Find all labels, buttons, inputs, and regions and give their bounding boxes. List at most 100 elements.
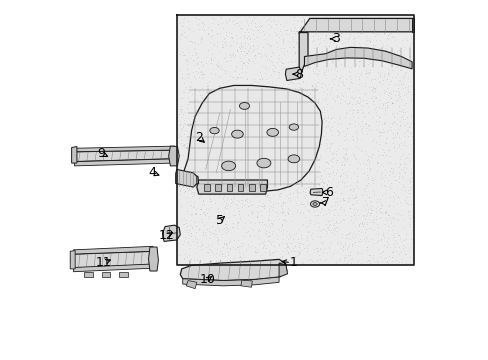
Point bbox=[324, 67, 331, 72]
Point bbox=[324, 113, 332, 119]
Point bbox=[330, 19, 338, 25]
Point bbox=[327, 58, 335, 64]
Point bbox=[368, 219, 376, 225]
Point bbox=[270, 201, 278, 206]
Point bbox=[227, 132, 235, 138]
Point bbox=[183, 128, 190, 134]
Point bbox=[237, 96, 244, 102]
Point bbox=[242, 50, 250, 55]
Point bbox=[208, 20, 216, 26]
Point bbox=[309, 247, 317, 252]
Point bbox=[280, 51, 288, 57]
Point bbox=[300, 120, 307, 126]
Point bbox=[369, 76, 377, 82]
Point bbox=[197, 239, 205, 245]
Point bbox=[352, 86, 360, 91]
Point bbox=[220, 241, 228, 247]
Point bbox=[325, 209, 333, 215]
Point bbox=[290, 120, 298, 126]
Point bbox=[257, 53, 264, 59]
Point bbox=[293, 71, 301, 77]
Point bbox=[318, 48, 325, 54]
Point bbox=[347, 256, 355, 261]
Point bbox=[273, 161, 281, 167]
Point bbox=[368, 180, 376, 185]
Point bbox=[330, 97, 338, 103]
Point bbox=[298, 259, 306, 265]
Point bbox=[181, 234, 188, 240]
Point bbox=[281, 240, 289, 246]
Point bbox=[400, 170, 408, 176]
Point bbox=[323, 101, 330, 107]
Point bbox=[262, 91, 270, 96]
Point bbox=[282, 77, 289, 82]
Point bbox=[386, 19, 394, 25]
Point bbox=[322, 230, 330, 236]
Point bbox=[369, 253, 377, 258]
Point bbox=[218, 253, 226, 259]
Point bbox=[341, 252, 348, 258]
Point bbox=[346, 229, 353, 235]
Point bbox=[288, 44, 296, 50]
Point bbox=[301, 117, 308, 123]
Point bbox=[213, 208, 221, 214]
Point bbox=[205, 229, 213, 234]
Point bbox=[328, 19, 336, 25]
Point bbox=[373, 21, 381, 26]
Point bbox=[380, 178, 387, 184]
Point bbox=[193, 98, 201, 103]
Point bbox=[230, 183, 238, 189]
Point bbox=[229, 140, 237, 146]
Point bbox=[393, 126, 401, 132]
Point bbox=[191, 251, 199, 256]
Point bbox=[269, 174, 277, 180]
Point bbox=[235, 157, 243, 163]
Point bbox=[297, 36, 305, 41]
Point bbox=[294, 185, 302, 191]
Point bbox=[283, 247, 290, 252]
Point bbox=[179, 122, 186, 128]
Point bbox=[207, 32, 215, 37]
Point bbox=[308, 189, 316, 194]
Point bbox=[250, 15, 258, 21]
Point bbox=[185, 243, 193, 248]
Point bbox=[233, 74, 241, 80]
Point bbox=[330, 227, 338, 233]
Point bbox=[299, 80, 306, 85]
Point bbox=[207, 55, 215, 61]
Point bbox=[232, 126, 240, 132]
Point bbox=[360, 239, 368, 244]
Point bbox=[337, 121, 345, 126]
Point bbox=[373, 20, 381, 26]
Point bbox=[221, 203, 228, 209]
Point bbox=[227, 57, 235, 63]
Point bbox=[217, 63, 224, 69]
Point bbox=[391, 132, 399, 138]
Point bbox=[395, 235, 403, 241]
Point bbox=[184, 258, 192, 264]
Point bbox=[314, 135, 322, 141]
Point bbox=[191, 14, 199, 20]
Point bbox=[356, 106, 364, 112]
Point bbox=[362, 157, 370, 163]
Point bbox=[329, 35, 337, 41]
Point bbox=[201, 160, 208, 166]
Point bbox=[360, 206, 367, 212]
Point bbox=[378, 48, 386, 53]
Point bbox=[271, 173, 279, 179]
Point bbox=[241, 120, 248, 126]
Point bbox=[245, 198, 253, 204]
Point bbox=[319, 239, 326, 245]
Point bbox=[354, 87, 362, 93]
Point bbox=[323, 91, 330, 96]
Point bbox=[237, 201, 245, 206]
Point bbox=[364, 153, 371, 159]
Point bbox=[235, 113, 243, 119]
Point bbox=[184, 252, 192, 258]
Point bbox=[183, 144, 191, 150]
Point bbox=[240, 59, 247, 65]
Point bbox=[366, 199, 374, 205]
Point bbox=[279, 23, 287, 29]
Bar bbox=[226, 184, 232, 191]
Point bbox=[290, 122, 298, 127]
